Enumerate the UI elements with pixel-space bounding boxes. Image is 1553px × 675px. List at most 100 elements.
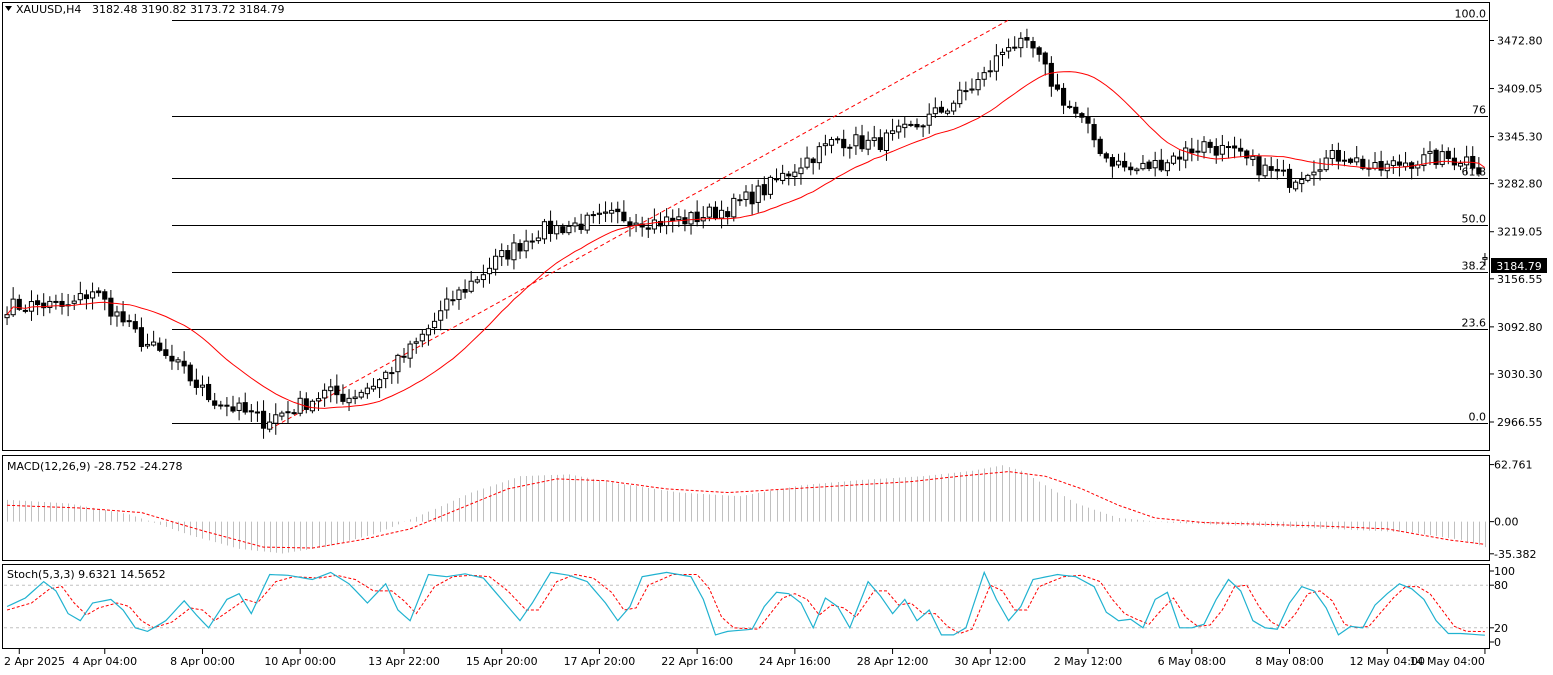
candle xyxy=(828,136,835,154)
candle-body-bear xyxy=(920,125,926,128)
candle xyxy=(725,206,731,225)
candle xyxy=(1115,153,1122,169)
candle xyxy=(260,400,267,439)
candle xyxy=(377,378,383,398)
candle-body-bull xyxy=(1457,162,1464,167)
candle-body-bull xyxy=(951,102,957,112)
candlestick-series xyxy=(4,28,1488,439)
candle-body-bull xyxy=(1225,146,1232,149)
candle-body-bear xyxy=(645,227,651,230)
candle-body-bull xyxy=(1482,257,1488,260)
candle-body-bull xyxy=(1115,160,1122,166)
candle xyxy=(1341,151,1348,167)
current-price-label: 3184.79 xyxy=(1496,260,1542,273)
candle xyxy=(309,399,315,414)
candle-body-bull xyxy=(706,206,712,218)
candle xyxy=(370,378,377,392)
candle-body-bear xyxy=(670,217,676,222)
candle-body-bull xyxy=(541,221,548,240)
candle-body-bull xyxy=(267,421,273,430)
candle xyxy=(859,124,865,152)
candle-body-bear xyxy=(1238,147,1244,152)
candle xyxy=(1024,28,1030,49)
candle xyxy=(163,338,169,359)
candle-body-bull xyxy=(346,397,352,404)
candle-body-bull xyxy=(896,125,902,133)
candle-body-bear xyxy=(1146,161,1152,169)
candle-body-bull xyxy=(889,130,896,134)
price-panel-frame[interactable] xyxy=(2,2,1490,451)
price-tick-label: 3219.05 xyxy=(1497,226,1543,239)
candle xyxy=(1073,101,1079,119)
candle-body-bear xyxy=(41,302,47,309)
candle xyxy=(993,44,999,81)
macd-layer xyxy=(7,465,1486,554)
stoch-panel-frame[interactable] xyxy=(2,564,1490,649)
candle xyxy=(718,200,725,229)
candle-body-bull xyxy=(273,414,279,424)
candle xyxy=(1421,147,1427,172)
candle xyxy=(1280,159,1286,177)
candle xyxy=(541,218,548,244)
candle xyxy=(1293,179,1299,192)
candle-body-bear xyxy=(218,404,224,407)
candle-body-bull xyxy=(431,320,438,329)
candle-body-bear xyxy=(450,299,456,302)
candle xyxy=(914,118,920,130)
candle xyxy=(1238,138,1244,157)
candle-body-bull xyxy=(151,341,157,346)
candle xyxy=(1439,144,1445,168)
time-tick-label: 13 Apr 22:00 xyxy=(368,655,440,668)
candle xyxy=(1244,149,1250,166)
candle-body-bull xyxy=(602,211,609,214)
price-tick-label: 3030.30 xyxy=(1497,368,1543,381)
price-tick-label: 3409.05 xyxy=(1497,83,1543,96)
candle-body-bull xyxy=(1293,181,1299,190)
candle xyxy=(1390,156,1396,174)
candle-body-bull xyxy=(987,70,993,73)
moving-average-line xyxy=(6,71,1486,409)
symbol-dropdown-icon[interactable] xyxy=(5,6,12,11)
candle xyxy=(1231,136,1238,159)
candle-body-bull xyxy=(1311,171,1317,176)
candle xyxy=(737,194,743,206)
candle-body-bull xyxy=(71,300,77,304)
candle xyxy=(566,220,572,236)
time-tick-label: 24 Apr 16:00 xyxy=(759,655,831,668)
candle-body-bull xyxy=(1140,162,1146,170)
candle-body-bear xyxy=(187,364,193,382)
candle-body-bear xyxy=(102,291,108,300)
candle-body-bear xyxy=(1085,116,1091,124)
candle xyxy=(132,313,138,333)
candle-body-bear xyxy=(132,321,138,330)
candle xyxy=(493,248,499,276)
candle-body-bull xyxy=(1299,178,1305,185)
candle xyxy=(1177,150,1183,171)
candle-body-bear xyxy=(53,300,59,303)
candle xyxy=(358,389,364,400)
fib-level-label-50-0: 50.0 xyxy=(1462,213,1487,226)
candle-body-bull xyxy=(199,384,206,388)
candle-body-bull xyxy=(865,139,871,150)
candle xyxy=(77,281,83,305)
candle-body-bear xyxy=(212,400,218,406)
candle-body-bull xyxy=(902,123,908,129)
candle xyxy=(1262,158,1268,179)
candle xyxy=(1476,157,1482,177)
candle xyxy=(1018,32,1024,58)
candle-body-bull xyxy=(523,240,529,252)
candle xyxy=(1482,252,1488,266)
candle xyxy=(53,294,59,310)
candle xyxy=(383,370,389,389)
fib-level-label-0-0: 0.0 xyxy=(1469,411,1487,424)
candle-body-bull xyxy=(47,300,53,308)
candle xyxy=(120,301,126,327)
moving-average-layer xyxy=(6,71,1486,409)
candle-body-bear xyxy=(908,123,914,126)
candle-body-bear xyxy=(657,220,664,227)
candle xyxy=(877,129,883,153)
time-tick-label: 15 Apr 20:00 xyxy=(466,655,538,668)
candle-body-bear xyxy=(1054,84,1061,90)
